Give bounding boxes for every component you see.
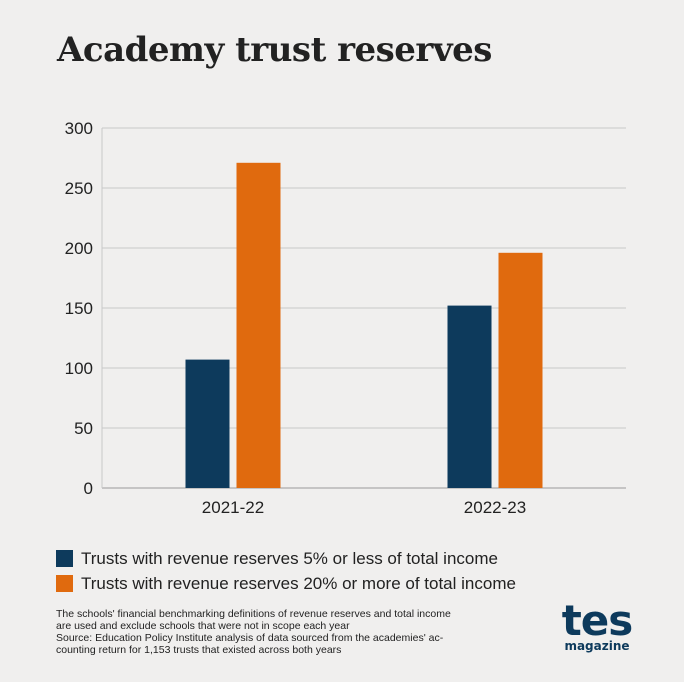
bar-2021-22-series-1	[185, 359, 230, 488]
bar-2022-23-series-1	[447, 305, 492, 488]
bar-chart: 0 50 100 150 200 250 300 2021-22 2022-23	[65, 119, 626, 517]
bar-2021-22-series-2	[236, 162, 281, 489]
y-tick-label: 200	[65, 239, 93, 258]
bar-2022-23-series-2	[498, 252, 543, 488]
y-tick-label: 150	[65, 299, 93, 318]
x-tick-label: 2021-22	[202, 498, 264, 517]
legend: Trusts with revenue reserves 5% or less …	[56, 546, 516, 596]
y-tick-label: 100	[65, 359, 93, 378]
source-line: Source: Education Policy Institute analy…	[56, 632, 444, 644]
y-tick-label: 0	[84, 479, 93, 498]
legend-label-series-1: Trusts with revenue reserves 5% or less …	[81, 548, 498, 568]
x-tick-label: 2022-23	[464, 498, 526, 517]
legend-label-series-2: Trusts with revenue reserves 20% or more…	[81, 573, 516, 593]
gridlines	[101, 127, 626, 489]
chart-title: Academy trust reserves	[57, 30, 492, 70]
note-line: are used and exclude schools that were n…	[56, 620, 350, 632]
legend-item-series-2: Trusts with revenue reserves 20% or more…	[56, 571, 516, 596]
logo-wordmark: tes	[561, 596, 634, 645]
source-line: counting return for 1,153 trusts that ex…	[56, 644, 342, 656]
y-tick-label: 50	[74, 419, 93, 438]
note-line: The schools' financial benchmarking defi…	[56, 608, 451, 620]
y-tick-label: 250	[65, 179, 93, 198]
y-tick-label: 300	[65, 119, 93, 138]
y-tick-labels: 0 50 100 150 200 250 300	[65, 119, 93, 498]
legend-item-series-1: Trusts with revenue reserves 5% or less …	[56, 546, 516, 571]
tes-magazine-logo: tes magazine	[557, 596, 637, 653]
legend-swatch-series-1	[56, 550, 73, 567]
bars	[185, 162, 543, 489]
x-tick-labels: 2021-22 2022-23	[202, 498, 526, 517]
chart-notes: The schools' financial benchmarking defi…	[56, 608, 476, 656]
logo-subtitle: magazine	[564, 639, 630, 653]
legend-swatch-series-2	[56, 575, 73, 592]
